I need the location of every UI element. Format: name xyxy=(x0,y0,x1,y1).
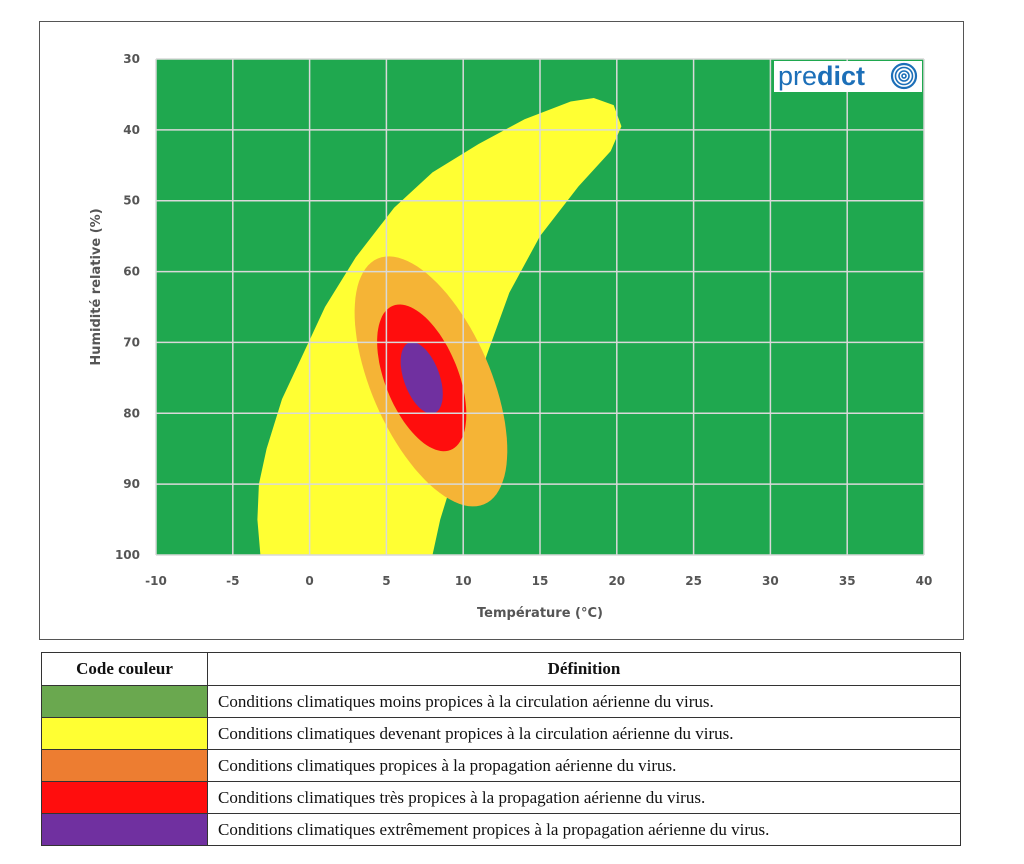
spiral-ring xyxy=(901,73,907,79)
color-code-cell xyxy=(41,685,208,718)
color-code-cell xyxy=(41,749,208,782)
y-tick-label: 30 xyxy=(123,52,140,66)
x-tick-label: 30 xyxy=(762,574,779,588)
legend-row: Conditions climatiques devenant propices… xyxy=(41,717,961,750)
x-tick-label: 20 xyxy=(608,574,625,588)
y-tick-label: 80 xyxy=(123,406,140,420)
logo-text: predict xyxy=(778,61,865,91)
definition-cell: Conditions climatiques très propices à l… xyxy=(207,781,961,814)
definition-cell: Conditions climatiques devenant propices… xyxy=(207,717,961,750)
spiral-ring xyxy=(898,70,910,82)
legend-table: Code couleur Définition Conditions clima… xyxy=(41,652,961,846)
definition-cell: Conditions climatiques moins propices à … xyxy=(207,685,961,718)
y-tick-label: 70 xyxy=(123,335,140,349)
heatmap-chart: -10 -5 0 5 10 15 20 25 30 35 40 30405060708090100 … xyxy=(89,52,932,621)
logo-text-bold: dict xyxy=(817,61,865,91)
x-tick-labels: -10 -5 0 5 10 15 20 25 30 35 40 xyxy=(145,574,932,588)
color-swatch-yellow xyxy=(42,718,207,749)
x-tick-label: -5 xyxy=(226,574,239,588)
header-definition: Définition xyxy=(207,652,961,686)
region-purple xyxy=(400,342,443,414)
color-swatch-green xyxy=(42,686,207,717)
predict-logo: predict xyxy=(774,61,922,92)
color-code-cell xyxy=(41,813,208,846)
x-axis-title: Température (°C) xyxy=(477,606,603,621)
x-tick-label: 40 xyxy=(916,574,933,588)
y-tick-label: 40 xyxy=(123,123,140,137)
definition-cell: Conditions climatiques propices à la pro… xyxy=(207,749,961,782)
x-tick-label: 10 xyxy=(455,574,472,588)
spiral-ring xyxy=(894,66,914,86)
spiral-ring xyxy=(890,62,918,90)
chart-frame: -10 -5 0 5 10 15 20 25 30 35 40 30 40 50 60 70 80 90 100 … xyxy=(39,21,964,640)
color-swatch-red xyxy=(42,782,207,813)
legend-row: Conditions climatiques très propices à l… xyxy=(41,781,961,814)
y-tick-label: 90 xyxy=(123,477,140,491)
logo-text-light: pre xyxy=(778,61,817,91)
legend-row: Conditions climatiques propices à la pro… xyxy=(41,749,961,782)
legend-row: Conditions climatiques moins propices à … xyxy=(41,685,961,718)
color-code-cell xyxy=(41,717,208,750)
x-tick-label: 5 xyxy=(382,574,390,588)
y-tick-label: 60 xyxy=(123,265,140,279)
legend-header-row: Code couleur Définition xyxy=(41,652,961,686)
grid-lines xyxy=(155,58,925,556)
x-tick-label: 15 xyxy=(532,574,549,588)
y-axis-title: Humidité relative (%) xyxy=(89,208,104,365)
legend-row: Conditions climatiques extrêmement propi… xyxy=(41,813,961,846)
x-tick-label: 25 xyxy=(685,574,702,588)
x-tick-label: 35 xyxy=(839,574,856,588)
x-tick-label: -10 xyxy=(145,574,167,588)
definition-cell: Conditions climatiques extrêmement propi… xyxy=(207,813,961,846)
color-code-cell xyxy=(41,781,208,814)
climate-regions xyxy=(257,98,622,555)
y-tick-label: 100 xyxy=(115,548,140,562)
spiral-icon xyxy=(890,62,918,90)
header-code-couleur: Code couleur xyxy=(41,652,208,686)
y-tick-labels: 30 40 50 60 70 80 90 100 xyxy=(115,52,140,562)
color-swatch-purple xyxy=(42,814,207,845)
y-tick-label: 50 xyxy=(123,194,140,208)
x-tick-label: 0 xyxy=(305,574,313,588)
color-swatch-orange xyxy=(42,750,207,781)
